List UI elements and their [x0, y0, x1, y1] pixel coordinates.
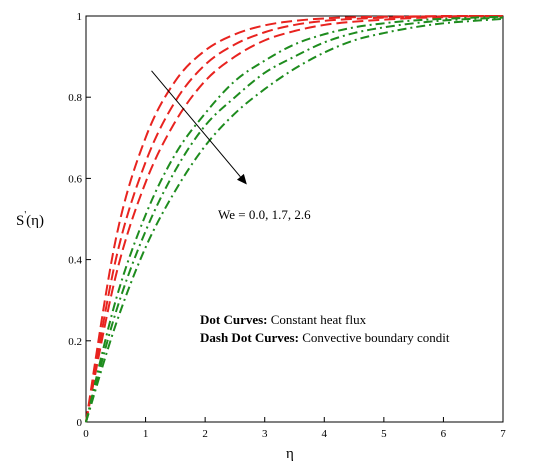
- x-tick-label: 2: [202, 428, 208, 440]
- legend-entry-dot-curves: Dot Curves: Constant heat flux: [200, 312, 367, 327]
- series-line-convective-boundary-3: [85, 17, 504, 423]
- y-tick-label: 1: [77, 11, 83, 23]
- legend-dash-dot-curves-text: Convective boundary condit: [299, 330, 450, 345]
- legend-dot-curves-label: Dot Curves:: [200, 312, 268, 327]
- y-tick-label: 0.2: [68, 336, 82, 348]
- y-tick-label: 0.8: [68, 92, 82, 104]
- trend-arrow: [151, 70, 241, 178]
- series-line-constant-heat-flux-3: [85, 15, 504, 423]
- trend-arrow-head: [236, 173, 247, 185]
- legend-dash-dot-curves-label: Dash Dot Curves:: [200, 330, 299, 345]
- y-tick-label: 0.6: [68, 173, 82, 185]
- legend-dot-curves-text: Constant heat flux: [268, 312, 367, 327]
- x-tick-label: 4: [322, 428, 328, 440]
- x-ticks: 0 1 2 3 4 5 6 7: [83, 417, 506, 440]
- x-tick-label: 0: [83, 428, 89, 440]
- y-axis-label-prime: ': [24, 210, 26, 221]
- x-tick-label: 5: [381, 428, 387, 440]
- series-line-convective-boundary-2: [85, 16, 504, 423]
- y-tick-label: 0: [77, 417, 83, 429]
- we-annotation: We = 0.0, 1.7, 2.6: [218, 207, 311, 222]
- x-tick-label: 6: [441, 428, 447, 440]
- y-axis-label: S'(η): [16, 210, 44, 229]
- y-axis-label-arg: (η): [26, 213, 44, 229]
- x-tick-label: 3: [262, 428, 268, 440]
- x-axis-label: η: [286, 446, 294, 462]
- y-ticks: 0 0.2 0.4 0.6 0.8 1: [68, 11, 91, 429]
- curves: [85, 14, 504, 423]
- plot-frame: [85, 15, 504, 423]
- y-tick-label: 0.4: [68, 255, 82, 267]
- x-tick-label: 7: [500, 428, 506, 440]
- series-line-constant-heat-flux-2: [85, 14, 504, 423]
- series-line-convective-boundary-1: [85, 15, 504, 423]
- legend-entry-dash-dot-curves: Dash Dot Curves: Convective boundary con…: [200, 330, 450, 345]
- y-axis-label-main: S: [16, 213, 24, 229]
- x-tick-label: 1: [143, 428, 149, 440]
